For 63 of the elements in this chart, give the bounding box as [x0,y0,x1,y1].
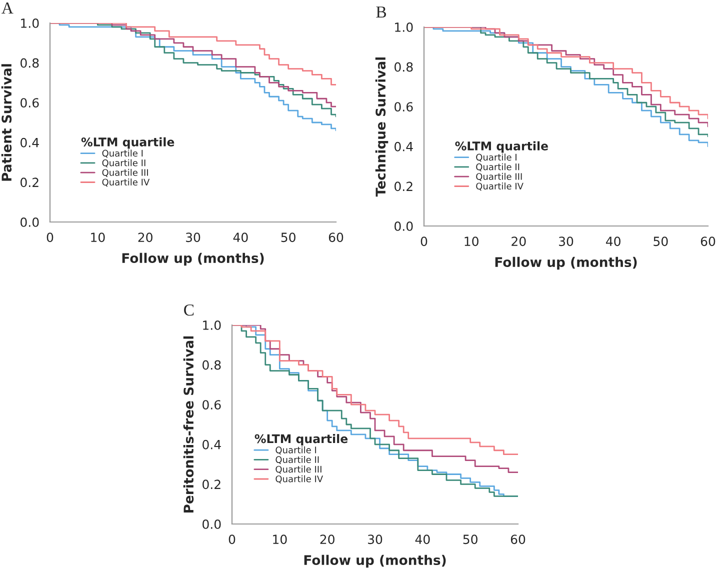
x-tick-label: 30 [186,232,200,242]
text: C [184,304,194,316]
x-tick-label: 10 [273,534,287,544]
y-tick-label: 0.0 [394,221,413,231]
y-tick-label: 0.2 [202,480,220,490]
y-tick-label: 0.6 [394,102,413,112]
x-tick-label: 60 [328,232,344,242]
legend-label: Quartile III [476,172,522,181]
x-tick-label: 60 [700,236,716,246]
y-tick-label: 0.4 [394,142,413,152]
x-tick-label: 0 [46,232,54,242]
legend-label: Quartile II [276,456,319,464]
x-tick-label: 50 [281,232,296,242]
y-tick-label: 1.0 [21,18,39,28]
legend-label: Quartile I [102,150,143,158]
legend-title: %LTM quartile [254,434,348,446]
x-axis-title: Follow up (months) [495,256,637,270]
y-tick-label: 0.8 [202,360,221,370]
legend-label: Quartile II [476,163,520,172]
x-axis-title: Follow up (months) [122,252,264,266]
y-tick-label: 0.6 [202,400,221,410]
x-tick-label: 0 [420,236,428,246]
legend-label: Quartile III [276,466,322,474]
y-tick-label: 0.8 [394,62,413,72]
legend-label: Quartile IV [102,178,150,187]
x-tick-label: 40 [606,236,620,246]
y-tick-label: 0.4 [20,138,39,148]
legend-label: Quartile IV [476,182,524,191]
legend-label: Quartile II [102,159,146,168]
x-tick-label: 40 [415,534,430,544]
legend-title: %LTM quartile [81,137,174,149]
y-tick-label: 0.4 [202,440,221,450]
legend-label: Quartile III [102,168,148,177]
x-tick-label: 40 [233,232,248,242]
x-tick-label: 20 [138,232,152,242]
x-tick-label: 20 [512,236,526,246]
legend-label: Quartile I [476,154,516,162]
y-axis-title: Technique Survival [375,57,388,197]
x-tick-label: 60 [510,534,526,544]
y-tick-label: 0.6 [20,98,39,108]
legend-label: Quartile I [276,446,316,454]
y-tick-label: 1.0 [203,320,221,330]
x-tick-label: 10 [464,236,478,246]
text: B [376,6,386,18]
y-tick-label: 0.2 [394,182,412,192]
y-tick-label: 0.8 [20,58,39,68]
y-tick-label: 1.0 [395,22,413,32]
y-tick-label: 0.0 [20,217,39,227]
x-tick-label: 20 [320,534,334,544]
legend-label: Quartile IV [276,475,324,484]
x-axis-title: Follow up (months) [304,554,446,568]
x-tick-label: 50 [654,236,668,246]
y-axis-title: Peritonitis-free Survival [183,336,194,512]
x-tick-label: 50 [463,534,478,544]
y-tick-label: 0.0 [202,519,221,529]
x-tick-label: 0 [228,534,236,544]
legend-title: %LTM quartile [455,141,548,153]
text: A [2,2,14,14]
y-tick-label: 0.2 [20,178,38,188]
x-tick-label: 30 [368,534,382,544]
x-tick-label: 10 [91,232,105,242]
y-axis-title: Patient Survival [1,64,12,181]
x-tick-label: 30 [559,236,574,246]
